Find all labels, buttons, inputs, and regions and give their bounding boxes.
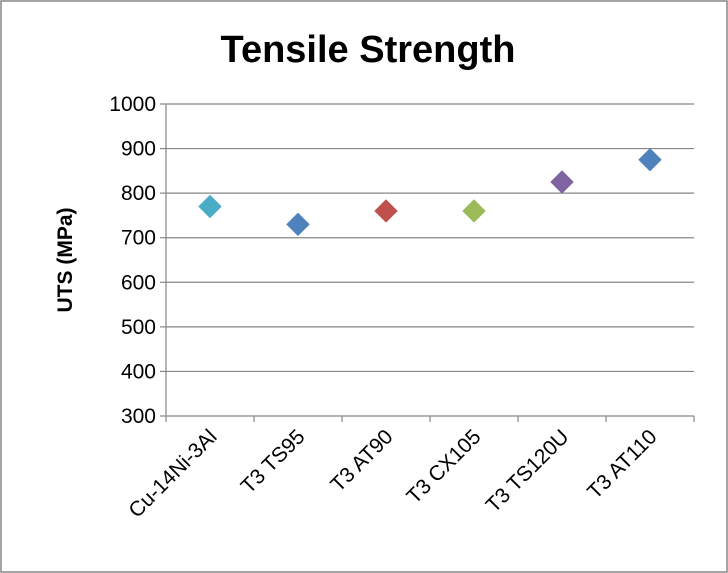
data-point (462, 199, 486, 223)
y-tick-label: 800 (121, 182, 156, 205)
y-tick-labels: 300 400 500 600 700 800 900 1000 (109, 93, 156, 428)
y-tick-label: 400 (121, 360, 156, 383)
y-tick-label: 500 (121, 316, 156, 339)
data-points (198, 148, 662, 237)
y-axis-label: UTS (MPa) (54, 208, 77, 313)
data-point (198, 194, 222, 219)
y-tick-label: 300 (121, 405, 156, 428)
data-point (550, 170, 574, 194)
chart-title: Tensile Strength (221, 29, 516, 71)
data-point (638, 148, 662, 172)
gridlines (166, 103, 694, 373)
y-tick-label: 900 (121, 138, 156, 161)
data-point (286, 212, 310, 237)
y-tick-label: 700 (121, 227, 156, 250)
axes (160, 103, 695, 422)
y-tick-label: 1000 (109, 93, 156, 116)
data-point (374, 199, 398, 223)
y-tick-label: 600 (121, 271, 156, 294)
